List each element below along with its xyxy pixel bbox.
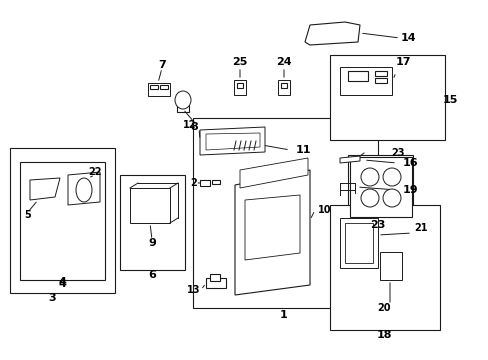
Polygon shape	[244, 195, 299, 260]
Bar	[120, 175, 184, 270]
Text: 4: 4	[58, 279, 66, 289]
Bar	[177, 105, 189, 112]
Text: 18: 18	[375, 330, 391, 340]
Text: 21: 21	[413, 223, 427, 233]
Bar	[379, 252, 401, 280]
Text: 3: 3	[48, 293, 56, 303]
Text: 1: 1	[280, 310, 287, 320]
Bar	[160, 85, 168, 89]
Text: 12: 12	[182, 120, 196, 130]
Bar	[329, 205, 439, 330]
Text: 25: 25	[232, 57, 247, 67]
Bar	[347, 71, 367, 81]
Bar	[374, 71, 386, 76]
Bar	[20, 162, 105, 280]
Polygon shape	[339, 156, 359, 163]
Polygon shape	[305, 22, 359, 45]
Bar	[281, 83, 286, 88]
Text: 19: 19	[402, 185, 418, 195]
Bar	[339, 218, 377, 268]
Bar	[32, 192, 47, 196]
Text: 23: 23	[369, 220, 385, 230]
Text: 4: 4	[58, 277, 66, 287]
Bar	[349, 157, 411, 217]
Polygon shape	[205, 133, 260, 150]
Bar	[148, 83, 170, 96]
Polygon shape	[232, 140, 262, 152]
Ellipse shape	[360, 168, 378, 186]
Bar	[234, 80, 245, 95]
Text: 11: 11	[295, 145, 311, 155]
Polygon shape	[240, 158, 307, 188]
Bar	[347, 155, 412, 220]
Ellipse shape	[76, 178, 92, 202]
Bar	[339, 67, 391, 95]
Text: 5: 5	[24, 210, 31, 220]
Ellipse shape	[382, 168, 400, 186]
Text: 15: 15	[442, 95, 457, 105]
Bar	[209, 274, 220, 281]
Bar	[278, 80, 289, 95]
Bar	[193, 118, 377, 308]
Bar	[212, 180, 220, 184]
Text: 8: 8	[190, 122, 198, 132]
Text: 22: 22	[88, 167, 102, 177]
Bar	[72, 178, 84, 186]
Polygon shape	[68, 172, 100, 205]
Bar	[205, 278, 225, 288]
Text: 2: 2	[190, 178, 197, 188]
Text: 16: 16	[402, 158, 418, 168]
Bar	[345, 223, 372, 263]
Text: 23: 23	[390, 148, 404, 158]
Bar	[329, 55, 444, 140]
Bar	[130, 188, 170, 223]
Bar	[32, 183, 47, 190]
Bar	[237, 83, 243, 88]
Bar	[200, 180, 209, 186]
Ellipse shape	[175, 91, 191, 109]
Polygon shape	[235, 170, 309, 295]
Ellipse shape	[360, 189, 378, 207]
Text: 17: 17	[395, 57, 411, 67]
Polygon shape	[30, 178, 60, 200]
Ellipse shape	[382, 189, 400, 207]
Bar	[374, 78, 386, 83]
Text: 6: 6	[148, 270, 156, 280]
Text: 7: 7	[158, 60, 165, 70]
Polygon shape	[200, 127, 264, 155]
Text: 10: 10	[317, 205, 331, 215]
Text: 20: 20	[376, 303, 390, 313]
Text: 14: 14	[399, 33, 415, 43]
Bar	[150, 85, 158, 89]
Text: 9: 9	[148, 238, 156, 248]
Text: 24: 24	[276, 57, 291, 67]
Text: 13: 13	[186, 285, 200, 295]
Bar	[10, 148, 115, 293]
